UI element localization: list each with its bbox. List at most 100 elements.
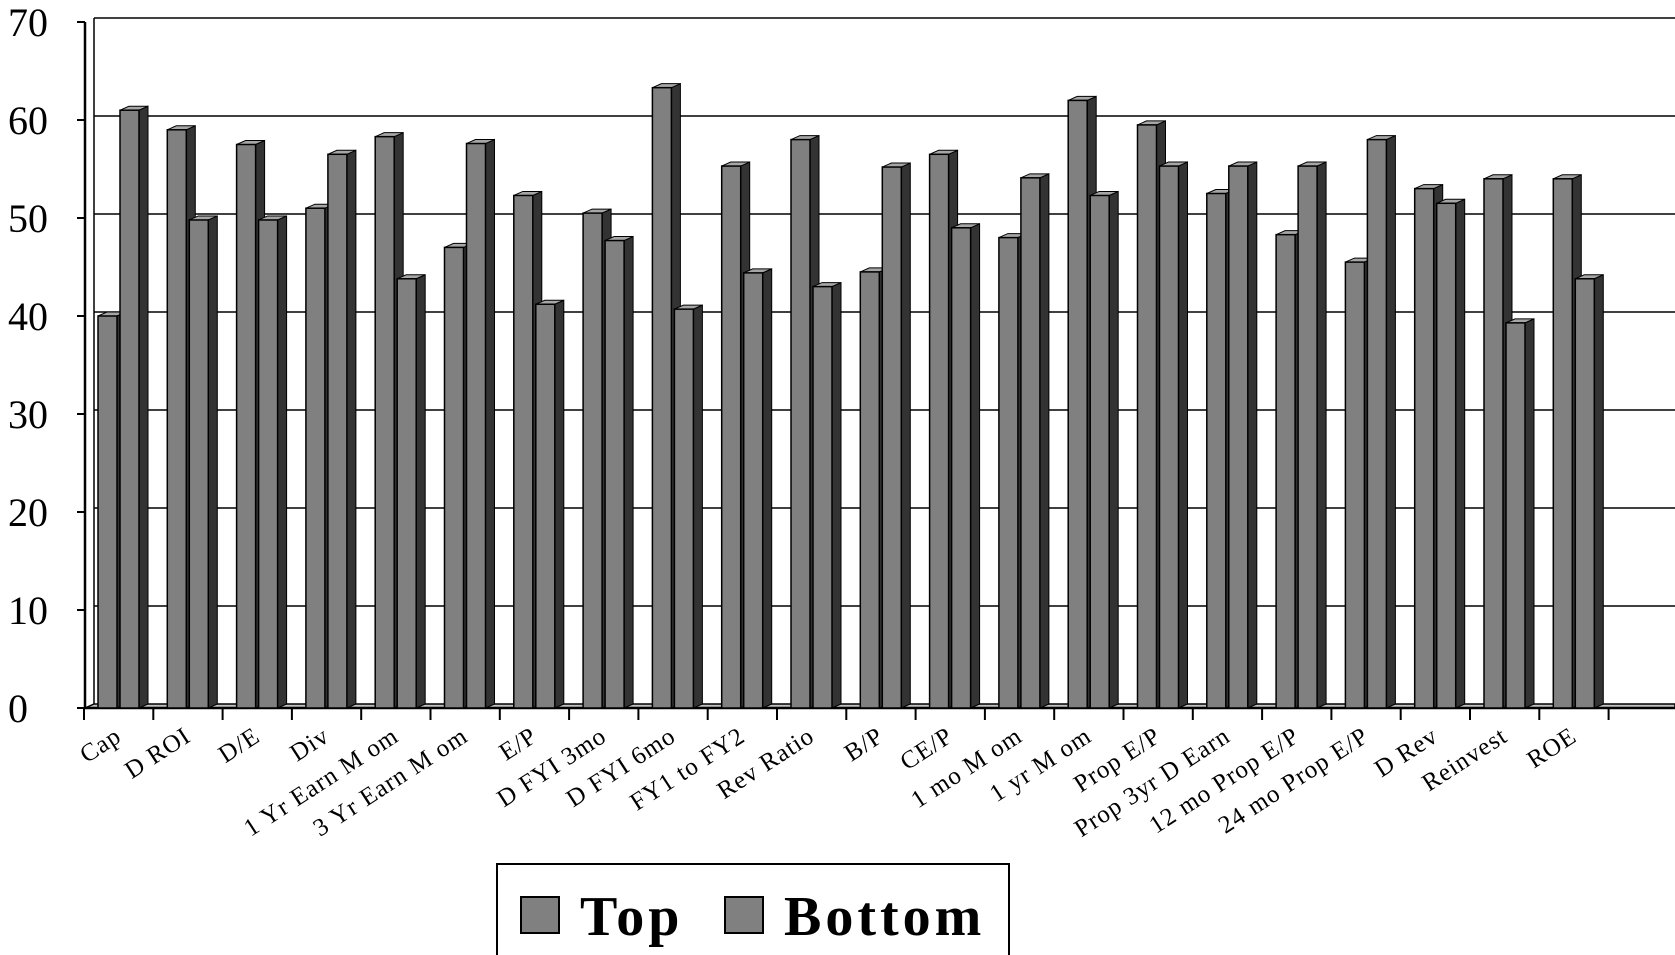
- bar-bottom-series: [604, 235, 634, 709]
- bar-side: [692, 304, 703, 709]
- bar-side: [900, 162, 911, 709]
- bar-front: [327, 153, 348, 709]
- bar-front: [859, 271, 881, 709]
- bar-front: [235, 143, 257, 709]
- bar-front: [513, 194, 534, 709]
- bar-front: [604, 239, 625, 709]
- bar-bottom-series: [327, 149, 357, 709]
- bar-front: [790, 138, 811, 709]
- bar-side: [970, 223, 981, 709]
- bar-front: [1552, 178, 1574, 709]
- bar-front: [443, 246, 465, 709]
- bar-front: [1067, 99, 1088, 709]
- bar-bottom-series: [535, 299, 565, 709]
- bar-front: [257, 219, 279, 709]
- bar-front: [374, 135, 395, 709]
- bar-front: [1020, 177, 1041, 709]
- bar-side: [554, 299, 565, 709]
- bar-front: [1275, 233, 1296, 709]
- bar-front: [535, 303, 556, 709]
- x-tick-label: E/P: [495, 722, 543, 766]
- bar-front: [742, 272, 764, 709]
- bar-front: [1366, 138, 1388, 709]
- bar-front: [1089, 194, 1110, 709]
- bar-side: [1247, 161, 1258, 709]
- bar-bottom-series: [1574, 273, 1604, 709]
- bar-bottom-series: [812, 281, 842, 709]
- bar-front: [1344, 261, 1366, 709]
- bar-side: [623, 235, 634, 709]
- bar-front: [97, 315, 118, 709]
- bar-bottom-series: [257, 215, 288, 709]
- bar-bottom-series: [1505, 318, 1535, 709]
- bar-bottom-series: [881, 162, 911, 709]
- y-tick-label: 30: [8, 392, 48, 437]
- bar-side: [1524, 318, 1535, 709]
- bar-side: [1385, 134, 1396, 709]
- x-tick-label: ROE: [1522, 722, 1581, 774]
- bar-front: [950, 227, 972, 709]
- bar-front: [998, 236, 1019, 709]
- bar-side: [485, 138, 495, 709]
- x-tick-label: D ROI: [120, 722, 195, 784]
- bar-front: [928, 153, 950, 709]
- x-tick-label: Cap: [75, 722, 126, 768]
- bar-front: [305, 207, 326, 709]
- bar-bottom-series: [1158, 161, 1188, 709]
- y-tick-label: 10: [8, 588, 48, 633]
- x-tick-label: Div: [285, 722, 334, 767]
- bar-front: [119, 109, 140, 709]
- y-axis: 0 10 20 30 40 50 60 70: [8, 0, 87, 731]
- y-tick-label: 40: [8, 294, 48, 339]
- bar-front: [673, 308, 695, 709]
- bar-side: [831, 281, 842, 709]
- bar-front: [465, 142, 487, 709]
- y-tick-label: 70: [8, 0, 48, 45]
- bar-front: [720, 165, 742, 709]
- bar-front: [1505, 322, 1526, 709]
- y-tick-label: 0: [8, 686, 28, 731]
- y-tick-label: 50: [8, 196, 48, 241]
- bar-side: [346, 149, 357, 709]
- bar-side: [1593, 273, 1604, 709]
- bar-side: [277, 215, 288, 709]
- legend-swatch-top: [520, 896, 560, 934]
- y-tick-label: 60: [8, 98, 48, 143]
- bar-side: [1316, 161, 1327, 709]
- y-tick-label: 20: [8, 490, 48, 535]
- legend-swatch-bottom: [724, 896, 764, 934]
- bar-side: [762, 268, 773, 709]
- legend-label-top: Top: [580, 886, 683, 948]
- bar-front: [1297, 165, 1318, 709]
- bar-front: [1483, 178, 1504, 709]
- bar-bottom-series: [1366, 134, 1396, 709]
- bar-side: [1108, 190, 1119, 709]
- bar-front: [1206, 192, 1227, 709]
- bar-side: [1039, 173, 1050, 709]
- bar-bottom-series: [119, 105, 149, 709]
- bar-bottom-series: [465, 138, 495, 709]
- bar-series: [97, 82, 1604, 709]
- bar-bottom-series: [1297, 161, 1327, 709]
- bar-side: [415, 273, 426, 709]
- bar-front: [1435, 202, 1457, 709]
- bar-front: [582, 212, 603, 709]
- x-tick-label: D/E: [214, 722, 265, 768]
- bar-side: [207, 215, 218, 709]
- bar-bottom-series: [950, 223, 981, 709]
- legend-label-bottom: Bottom: [784, 886, 985, 948]
- bar-front: [1158, 165, 1180, 709]
- bar-bottom-series: [188, 215, 218, 709]
- bar-side: [1178, 161, 1188, 709]
- bar-bottom-series: [673, 304, 703, 709]
- bar-front: [1574, 278, 1596, 709]
- bar-bottom-series: [1228, 161, 1258, 709]
- bar-front: [812, 285, 833, 709]
- bar-front: [166, 129, 188, 709]
- bar-bottom-series: [1435, 198, 1466, 709]
- bar-front: [396, 278, 417, 709]
- bar-front: [1136, 124, 1158, 709]
- bar-side: [1455, 198, 1466, 709]
